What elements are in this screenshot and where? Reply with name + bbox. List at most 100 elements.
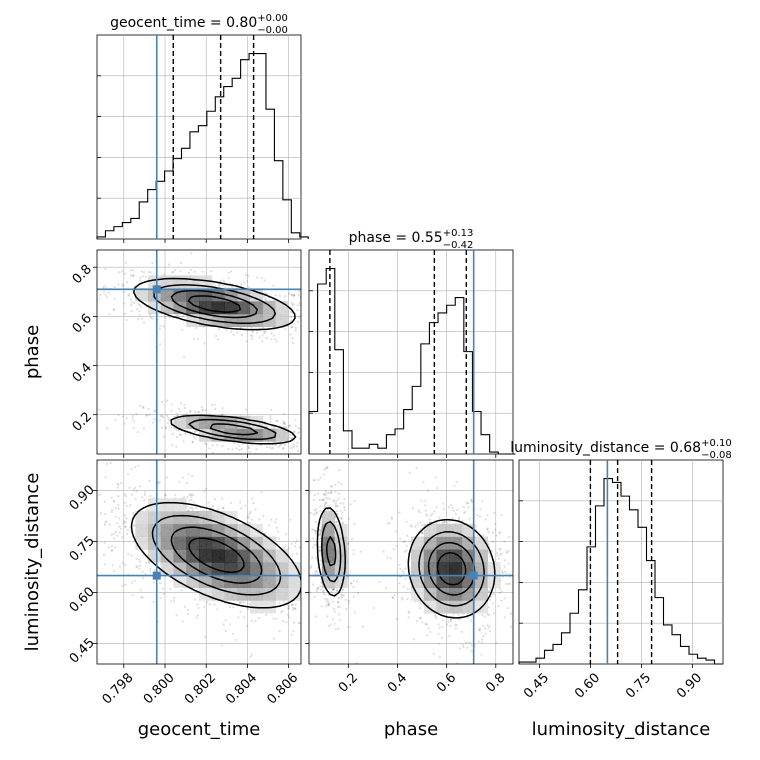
sample-point bbox=[303, 632, 305, 634]
sample-point bbox=[152, 581, 155, 584]
sample-point bbox=[353, 499, 356, 502]
sample-point bbox=[168, 316, 171, 319]
sample-point bbox=[194, 410, 197, 413]
sample-point bbox=[292, 621, 295, 624]
sample-point bbox=[523, 584, 525, 586]
sample-point bbox=[428, 518, 431, 521]
sample-point bbox=[293, 294, 296, 297]
sample-point bbox=[121, 270, 124, 273]
sample-point bbox=[509, 612, 512, 615]
sample-point bbox=[177, 314, 180, 317]
sample-point bbox=[405, 544, 408, 548]
sample-point bbox=[243, 616, 246, 619]
sample-point bbox=[197, 338, 200, 341]
sample-point bbox=[207, 501, 210, 504]
sample-point bbox=[291, 604, 294, 607]
sample-point bbox=[319, 580, 321, 582]
sample-point bbox=[434, 476, 437, 479]
sample-point bbox=[403, 550, 406, 553]
sample-point bbox=[278, 445, 281, 448]
sample-point bbox=[122, 291, 125, 294]
sample-point bbox=[93, 527, 95, 529]
sample-point bbox=[169, 587, 172, 591]
sample-point bbox=[296, 320, 300, 324]
sample-point bbox=[255, 448, 258, 451]
sample-point bbox=[305, 638, 307, 640]
sample-point bbox=[181, 620, 184, 623]
sample-point bbox=[125, 495, 128, 498]
sample-point bbox=[328, 497, 332, 500]
sample-point bbox=[447, 620, 450, 623]
sample-point bbox=[457, 613, 460, 616]
density-cell bbox=[262, 562, 276, 576]
sample-point bbox=[231, 633, 235, 636]
sample-point bbox=[337, 627, 340, 630]
sample-point bbox=[141, 576, 145, 579]
density-cell bbox=[321, 536, 335, 550]
density-cell bbox=[237, 562, 251, 576]
sample-point bbox=[468, 641, 471, 644]
sample-point bbox=[272, 617, 275, 620]
sample-point bbox=[124, 493, 127, 496]
density-cell bbox=[224, 313, 238, 327]
sample-point bbox=[102, 553, 106, 557]
sample-point bbox=[191, 507, 194, 510]
sample-point bbox=[171, 444, 174, 447]
sample-point bbox=[351, 537, 354, 541]
x-tick-label-phase: 0.4 bbox=[385, 670, 410, 695]
sample-point bbox=[318, 533, 321, 536]
sample-point bbox=[303, 607, 305, 609]
sample-point bbox=[462, 646, 465, 649]
sample-point bbox=[457, 518, 461, 521]
sample-point bbox=[291, 603, 294, 606]
sample-point bbox=[72, 459, 74, 461]
sample-point bbox=[501, 570, 504, 573]
sample-point bbox=[146, 508, 149, 512]
sample-point bbox=[222, 279, 225, 282]
density-cell bbox=[237, 536, 251, 550]
sample-point bbox=[168, 419, 171, 422]
x-tick-label-geocent_time: 0.804 bbox=[223, 670, 260, 707]
sample-point bbox=[336, 589, 339, 592]
sample-point bbox=[118, 271, 121, 274]
sample-point bbox=[334, 502, 337, 505]
sample-point bbox=[480, 638, 483, 641]
sample-point bbox=[319, 529, 323, 532]
sample-point bbox=[158, 419, 161, 422]
sample-point bbox=[111, 564, 114, 567]
sample-point bbox=[303, 593, 305, 595]
sample-point bbox=[429, 630, 432, 633]
sample-point bbox=[414, 600, 417, 603]
sample-point bbox=[313, 554, 315, 556]
sample-point bbox=[479, 508, 482, 511]
sample-point bbox=[292, 295, 295, 298]
sample-point bbox=[182, 315, 185, 318]
sample-point bbox=[449, 624, 452, 628]
sample-point bbox=[317, 432, 319, 434]
sample-point bbox=[345, 607, 348, 611]
sample-point bbox=[247, 444, 250, 447]
sample-point bbox=[443, 520, 446, 524]
histogram-geocent_time bbox=[96, 52, 309, 239]
sample-point bbox=[399, 567, 402, 571]
title-text: luminosity_distance = 0.68+0.10 bbox=[510, 438, 731, 456]
sample-point bbox=[116, 486, 119, 489]
sample-point bbox=[314, 530, 317, 533]
sample-point bbox=[163, 435, 166, 438]
sample-point bbox=[347, 625, 350, 629]
sample-point bbox=[294, 326, 297, 330]
sample-point bbox=[329, 623, 332, 626]
density-cell bbox=[186, 574, 200, 588]
sample-point bbox=[144, 275, 147, 278]
density-cell bbox=[321, 574, 335, 588]
sample-point bbox=[339, 347, 341, 349]
sample-point bbox=[404, 567, 407, 570]
sample-point bbox=[188, 499, 191, 502]
sample-point bbox=[229, 501, 233, 504]
sample-point bbox=[488, 551, 491, 554]
sample-point bbox=[264, 424, 267, 427]
sample-point bbox=[296, 304, 299, 307]
density-cell bbox=[148, 498, 162, 512]
sample-point bbox=[239, 610, 242, 613]
density-cell bbox=[449, 600, 463, 614]
